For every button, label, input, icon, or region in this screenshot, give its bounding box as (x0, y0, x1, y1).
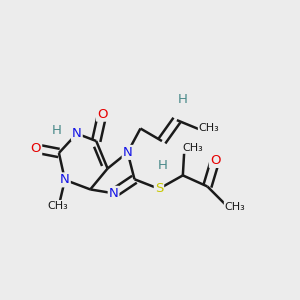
Text: H: H (177, 93, 187, 106)
Text: CH₃: CH₃ (199, 123, 220, 133)
Text: O: O (31, 142, 41, 155)
Text: N: N (72, 127, 82, 140)
Text: O: O (210, 154, 220, 167)
Text: N: N (109, 187, 118, 200)
Text: O: O (97, 108, 107, 121)
Text: S: S (155, 182, 163, 195)
Text: N: N (60, 173, 70, 186)
Text: H: H (158, 159, 167, 172)
Text: CH₃: CH₃ (182, 143, 203, 153)
Text: CH₃: CH₃ (225, 202, 245, 212)
Text: CH₃: CH₃ (47, 201, 68, 211)
Text: H: H (52, 124, 61, 137)
Text: N: N (123, 146, 133, 159)
